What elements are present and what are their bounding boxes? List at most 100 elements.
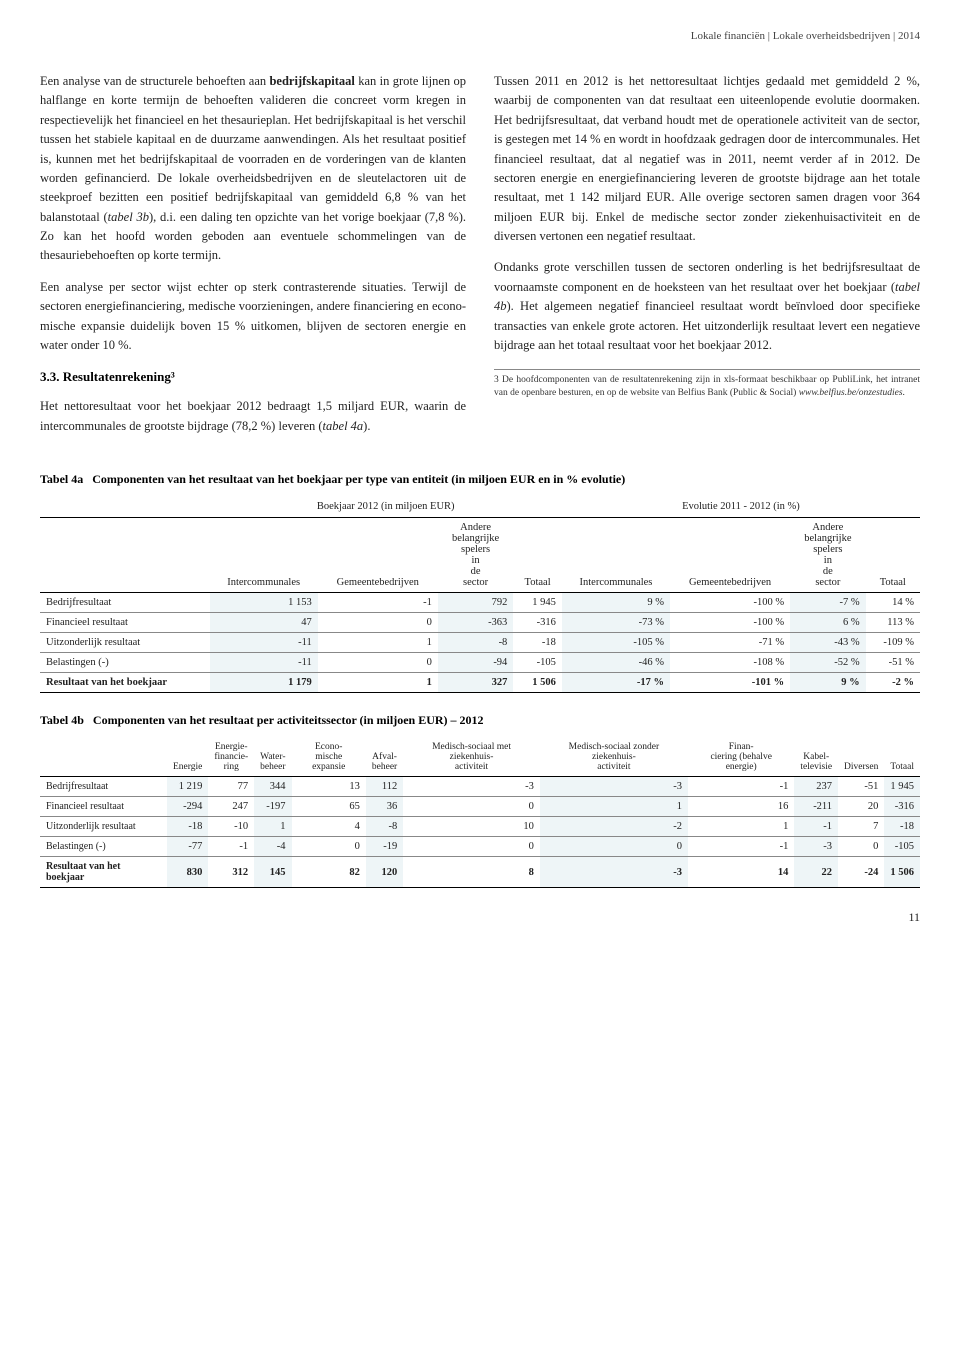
table-4a-region: Tabel 4a Componenten van het resultaat v… xyxy=(40,472,920,693)
column-right: Tussen 2011 en 2012 is het nettoresultaa… xyxy=(494,72,920,448)
table-cell: 0 xyxy=(540,837,688,857)
table-cell: 112 xyxy=(366,777,403,797)
table-cell: 22 xyxy=(794,857,838,888)
table-cell: -3 xyxy=(794,837,838,857)
table-cell: 14 xyxy=(688,857,794,888)
table-column-header: Econo-mische expansie xyxy=(292,738,366,777)
table-group-header: Boekjaar 2012 (in miljoen EUR) xyxy=(210,497,562,518)
table-column-header: Inter­communales xyxy=(562,518,670,593)
table-column-header: Gemeente­bedrijven xyxy=(318,518,438,593)
table-cell: -105 % xyxy=(562,633,670,653)
table-cell: -101 % xyxy=(670,673,790,693)
table-cell: -11 xyxy=(210,653,318,673)
table-cell: -24 xyxy=(838,857,884,888)
table-cell: -100 % xyxy=(670,593,790,613)
table-column-header: Kabel-televisie xyxy=(794,738,838,777)
table-cell: 0 xyxy=(403,837,540,857)
table-corner xyxy=(40,497,210,518)
table-cell: 237 xyxy=(794,777,838,797)
table-cell: -105 xyxy=(513,653,562,673)
table-cell: 77 xyxy=(208,777,254,797)
table-cell: 0 xyxy=(403,797,540,817)
table-cell: 36 xyxy=(366,797,403,817)
table-cell: 9 % xyxy=(562,593,670,613)
table-cell: 1 506 xyxy=(513,673,562,693)
table-cell: -8 xyxy=(366,817,403,837)
table-cell: 1 506 xyxy=(884,857,920,888)
table-column-header: Totaal xyxy=(866,518,920,593)
row-label: Uitzonderlijk resultaat xyxy=(40,633,210,653)
table-corner xyxy=(40,518,210,593)
table-cell: 344 xyxy=(254,777,291,797)
table-cell: -18 xyxy=(884,817,920,837)
table-cell: -11 xyxy=(210,633,318,653)
table-cell: 1 945 xyxy=(884,777,920,797)
table-cell: -51 xyxy=(838,777,884,797)
table-column-header: Totaal xyxy=(513,518,562,593)
table-column-header: Water-beheer xyxy=(254,738,291,777)
table-cell: -51 % xyxy=(866,653,920,673)
table-row: Belastingen (-)-77-1-40-1900-1-30-105 xyxy=(40,837,920,857)
table-cell: 20 xyxy=(838,797,884,817)
row-label: Resultaat van het boekjaar xyxy=(40,673,210,693)
table-cell: 16 xyxy=(688,797,794,817)
row-label: Belastingen (-) xyxy=(40,837,167,857)
table-cell: -316 xyxy=(513,613,562,633)
table-cell: -105 xyxy=(884,837,920,857)
table-4a-title: Tabel 4a Componenten van het resultaat v… xyxy=(40,472,920,487)
table-column-header: Finan-ciering (behalve energie) xyxy=(688,738,794,777)
table-cell: 14 % xyxy=(866,593,920,613)
table-cell: -363 xyxy=(438,613,513,633)
paragraph: Een analyse per sector wijst echter op s… xyxy=(40,278,466,356)
table-cell: 65 xyxy=(292,797,366,817)
table-4b: EnergieEnergie-financie-ringWater-beheer… xyxy=(40,738,920,888)
table-group-header: Evolutie 2011 - 2012 (in %) xyxy=(562,497,920,518)
table-cell: 0 xyxy=(318,653,438,673)
table-cell: -71 % xyxy=(670,633,790,653)
table-cell: 47 xyxy=(210,613,318,633)
table-row: Resultaat van het boekjaar83031214582120… xyxy=(40,857,920,888)
table-cell: 1 xyxy=(540,797,688,817)
table-caption: Componenten van het resultaat per activi… xyxy=(93,713,484,727)
table-cell: -17 % xyxy=(562,673,670,693)
table-cell: 1 xyxy=(688,817,794,837)
table-cell: 0 xyxy=(318,613,438,633)
table-cell: 13 xyxy=(292,777,366,797)
table-label: Tabel 4b xyxy=(40,713,84,727)
table-corner xyxy=(40,738,167,777)
table-cell: -52 % xyxy=(790,653,865,673)
table-column-header: Medisch-sociaal zonder ziekenhuis-activi… xyxy=(540,738,688,777)
table-cell: 1 xyxy=(318,633,438,653)
table-cell: -43 % xyxy=(790,633,865,653)
table-cell: -2 % xyxy=(866,673,920,693)
table-row: Bedrijfresultaat1 153-17921 9459 %-100 %… xyxy=(40,593,920,613)
table-cell: 792 xyxy=(438,593,513,613)
table-cell: -316 xyxy=(884,797,920,817)
table-row: Financieel resultaat470-363-316-73 %-100… xyxy=(40,613,920,633)
table-cell: -19 xyxy=(366,837,403,857)
table-row: Resultaat van het boekjaar1 17913271 506… xyxy=(40,673,920,693)
table-cell: -77 xyxy=(167,837,208,857)
table-4b-title: Tabel 4b Componenten van het resultaat p… xyxy=(40,713,920,728)
table-column-header: Gemeente­bedrijven xyxy=(670,518,790,593)
page-number: 11 xyxy=(40,910,920,925)
table-cell: -1 xyxy=(794,817,838,837)
table-cell: 1 179 xyxy=(210,673,318,693)
section-heading: 3.3. Resultatenrekening³ xyxy=(40,367,466,387)
paragraph: Ondanks grote verschillen tussen de sect… xyxy=(494,258,920,355)
table-row: Bedrijfresultaat1 2197734413112-3-3-1237… xyxy=(40,777,920,797)
table-cell: -1 xyxy=(688,777,794,797)
table-cell: -94 xyxy=(438,653,513,673)
table-cell: -18 xyxy=(167,817,208,837)
table-cell: 247 xyxy=(208,797,254,817)
table-cell: -211 xyxy=(794,797,838,817)
table-cell: -46 % xyxy=(562,653,670,673)
table-cell: -100 % xyxy=(670,613,790,633)
table-cell: -7 % xyxy=(790,593,865,613)
table-column-header: Afval-beheer xyxy=(366,738,403,777)
table-column-header: Anderebelangrijkespelersindesector xyxy=(438,518,513,593)
table-column-header: Diversen xyxy=(838,738,884,777)
table-cell: 82 xyxy=(292,857,366,888)
table-cell: -1 xyxy=(318,593,438,613)
table-4b-region: Tabel 4b Componenten van het resultaat p… xyxy=(40,713,920,888)
